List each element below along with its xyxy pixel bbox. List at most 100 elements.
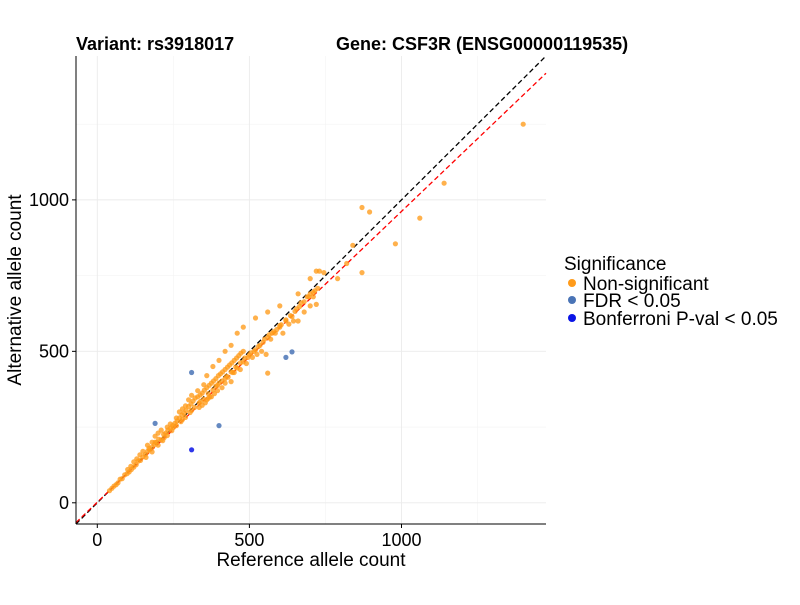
point-non-significant [196,404,202,410]
point-non-significant [265,370,271,376]
point-non-significant [272,330,278,336]
point-non-significant [286,321,292,327]
point-non-significant [262,336,268,342]
point-non-significant [321,270,327,276]
point-non-significant [359,204,365,211]
point-non-significant [161,435,167,441]
point-non-significant [298,300,304,306]
point-non-significant [219,385,225,391]
point-non-significant [216,357,222,363]
point-non-significant [234,330,240,336]
legend-title: Significance [564,254,666,275]
legend-swatch-fdr [568,296,576,304]
point-non-significant [295,291,301,297]
point-non-significant [249,354,255,360]
point-non-significant [149,449,155,455]
grid [76,56,546,524]
legend: Significance Non-significant FDR < 0.05 … [564,254,778,330]
point-non-significant [189,407,195,413]
point-non-significant [392,241,398,247]
point-non-significant [307,303,313,309]
legend-swatch-bonferroni [568,314,576,322]
point-non-significant [520,121,526,127]
point-fdr-0-05 [189,369,195,376]
point-non-significant [245,354,251,360]
point-non-significant [310,294,316,300]
point-non-significant [164,424,170,430]
point-fdr-0-05 [216,423,222,429]
point-non-significant [152,433,158,439]
point-non-significant [441,180,447,186]
point-non-significant [216,380,222,386]
x-tick-label: 0 [92,530,102,550]
point-non-significant [312,288,318,294]
point-fdr-0-05 [283,354,289,360]
point-non-significant [201,382,207,388]
point-non-significant [237,366,243,373]
y-tick-label: 0 [59,493,69,513]
data-points [106,121,526,494]
y-axis-label: Alternative allele count [5,194,26,386]
point-non-significant [125,466,131,473]
point-non-significant [307,276,313,282]
point-non-significant [295,318,301,324]
x-axis-label: Reference allele count [216,550,406,571]
point-non-significant [257,342,263,348]
point-non-significant [417,215,423,221]
point-non-significant [210,363,216,370]
point-non-significant [179,416,186,423]
point-non-significant [222,348,228,354]
y-tick-label: 1000 [29,190,69,210]
axis-ticks: 0 500 1000 0 500 1000 [29,190,422,550]
point-non-significant [350,242,356,248]
point-non-significant [313,301,319,307]
point-non-significant [222,380,228,386]
point-non-significant [335,276,341,282]
point-non-significant [252,347,259,353]
point-non-significant [294,306,300,312]
point-non-significant [140,448,146,454]
point-non-significant [252,315,259,321]
point-non-significant [359,270,365,276]
point-non-significant [248,350,254,356]
point-non-significant [198,398,204,404]
chart-title-gene: Gene: CSF3R (ENSG00000119535) [336,34,628,54]
point-bonferroni-p-val-0-05 [189,447,195,453]
point-non-significant [176,409,182,415]
point-non-significant [268,336,274,342]
point-non-significant [240,324,246,330]
point-non-significant [186,397,192,403]
point-non-significant [149,439,155,445]
chart-title-variant: Variant: rs3918017 [76,34,234,54]
point-non-significant [231,369,237,376]
point-non-significant [189,392,195,398]
point-non-significant [205,395,211,401]
point-non-significant [170,425,176,431]
x-tick-label: 1000 [381,530,421,550]
legend-swatch-non-significant [568,279,576,287]
point-non-significant [195,388,201,394]
point-non-significant [204,373,210,379]
point-non-significant [119,476,125,482]
point-non-significant [131,459,137,465]
point-non-significant [277,324,283,330]
point-non-significant [228,342,234,348]
reference-line-identity [75,55,547,525]
point-non-significant [143,454,149,460]
point-non-significant [277,303,283,309]
point-fdr-0-05 [152,420,158,426]
point-non-significant [225,374,231,380]
point-non-significant [289,313,295,320]
point-non-significant [240,348,246,354]
point-non-significant [266,332,272,338]
point-non-significant [173,415,179,421]
x-tick-label: 500 [234,530,264,550]
legend-label-bonferroni: Bonferroni P-val < 0.05 [583,309,778,330]
point-non-significant [265,309,271,315]
point-non-significant [290,318,297,324]
point-fdr-0-05 [289,349,295,355]
point-non-significant [263,351,269,357]
